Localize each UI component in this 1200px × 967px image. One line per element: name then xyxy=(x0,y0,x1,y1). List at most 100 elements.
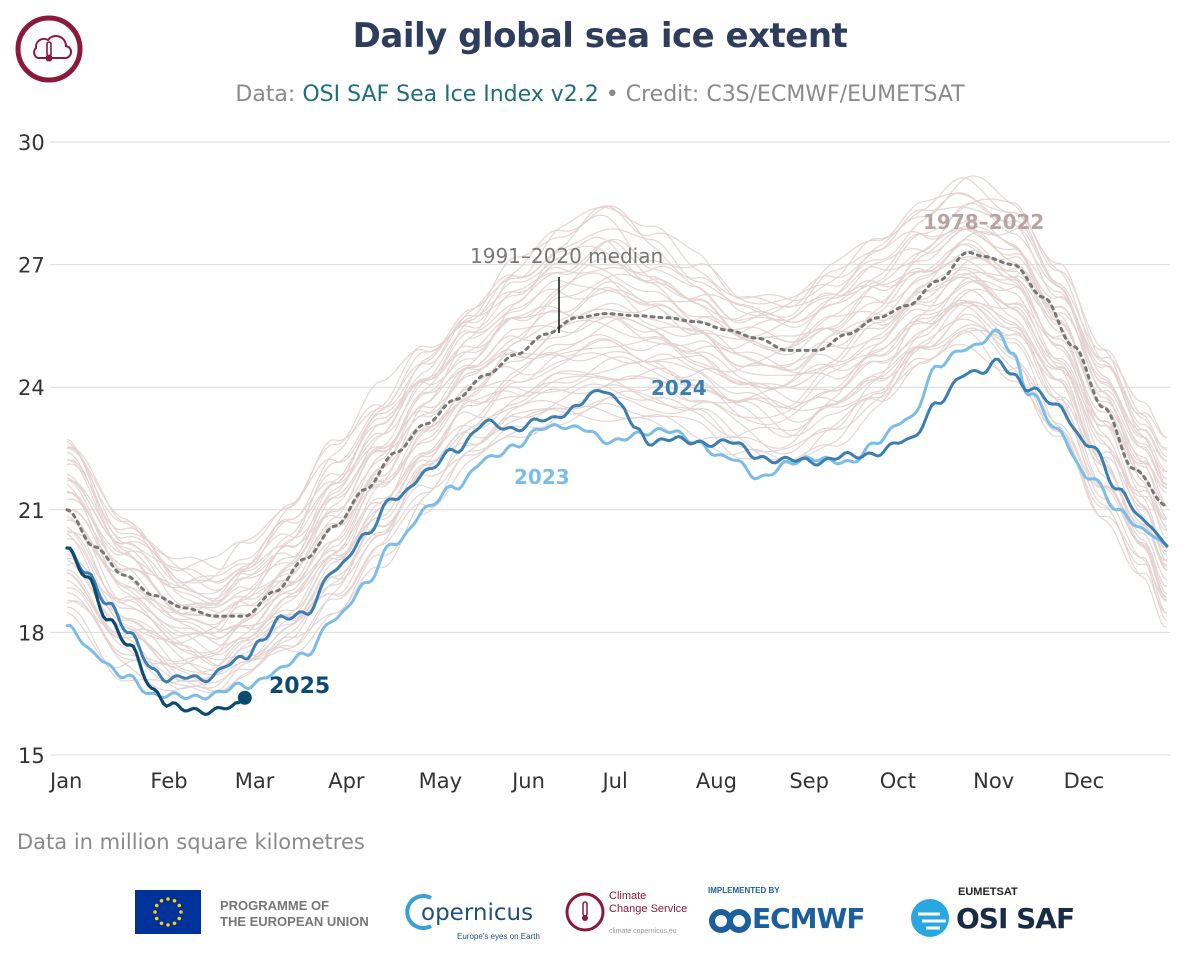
x-tick-label-jan: Jan xyxy=(48,769,82,793)
envelope-line xyxy=(66,239,1168,606)
envelope-line xyxy=(66,192,1168,584)
envelope-line xyxy=(66,327,1168,694)
x-tick-label-may: May xyxy=(419,769,462,793)
osi-saf-logo: EUMETSAT OSI SAF xyxy=(908,886,1078,946)
envelope-line xyxy=(66,299,1168,637)
chart-subtitle: Data: OSI SAF Sea Ice Index v2.2 • Credi… xyxy=(0,82,1200,107)
ecmwf-logo: IMPLEMENTED BY ECMWF xyxy=(708,886,888,946)
envelope-1978-2022 xyxy=(66,175,1168,694)
y-tick-label-18: 18 xyxy=(18,621,45,645)
x-axis: Jan Feb Mar Apr May Jun Jul Aug Sep Oct Nov Dec xyxy=(48,769,1104,793)
y-tick-label-15: 15 xyxy=(18,744,45,768)
copernicus-logo: opernicus Europe's eyes on Earth xyxy=(405,888,540,942)
ecmwf-wave-icon xyxy=(709,909,751,933)
envelope-line xyxy=(67,227,1168,635)
median-line xyxy=(65,250,1169,618)
eu-star xyxy=(153,910,157,914)
osi-saf-globe-icon xyxy=(911,899,949,937)
x-tick-label-nov: Nov xyxy=(973,769,1014,793)
label-2023: 2023 xyxy=(514,465,570,489)
envelope-line xyxy=(66,255,1168,589)
eu-star xyxy=(154,903,159,908)
y-tick-label-30: 30 xyxy=(18,131,45,155)
envelope-line xyxy=(66,206,1168,613)
partner-logos: PROGRAMME OF THE EUROPEAN UNION opernicu… xyxy=(0,880,1200,950)
envelope-line xyxy=(66,313,1168,676)
envelope-line xyxy=(66,276,1168,668)
envelope-line xyxy=(66,257,1168,602)
eu-star xyxy=(172,898,177,903)
envelope-line xyxy=(66,205,1168,605)
eu-line1: PROGRAMME OF xyxy=(220,898,330,913)
subtitle-credit: • Credit: C3S/ECMWF/EUMETSAT xyxy=(598,82,965,107)
sea-ice-chart: 15 18 21 24 27 30 Jan Feb Mar Apr May Jun Jul Aug Sep… xyxy=(18,131,1170,793)
envelope-line xyxy=(66,214,1168,584)
envelope-line xyxy=(66,225,1168,639)
eu-star xyxy=(159,921,164,926)
envelope-line xyxy=(66,249,1168,656)
line-2025 xyxy=(65,546,247,717)
copernicus-tagline: Europe's eyes on Earth xyxy=(457,932,540,941)
x-tick-label-aug: Aug xyxy=(696,769,737,793)
line-2025-endpoint xyxy=(237,690,252,705)
x-tick-label-mar: Mar xyxy=(235,769,275,793)
grid xyxy=(50,141,1170,756)
x-tick-label-dec: Dec xyxy=(1064,769,1105,793)
series-lines xyxy=(65,250,1169,717)
c3s-logo-icon xyxy=(15,15,83,83)
eu-star xyxy=(166,897,170,901)
line-2023 xyxy=(65,328,1169,701)
eu-line2: THE EUROPEAN UNION xyxy=(220,914,369,929)
eu-star xyxy=(159,898,164,903)
eu-programme-text: PROGRAMME OF THE EUROPEAN UNION xyxy=(220,898,369,930)
ecmwf-implemented-by: IMPLEMENTED BY xyxy=(708,886,780,895)
envelope-line xyxy=(66,243,1168,658)
x-tick-label-jul: Jul xyxy=(600,769,627,793)
eu-star xyxy=(177,903,182,908)
ccs-line1: Climate xyxy=(609,890,647,902)
envelope-line xyxy=(66,301,1168,684)
eu-star xyxy=(177,916,182,921)
eu-flag-icon xyxy=(135,890,201,934)
eu-star xyxy=(166,923,170,927)
subtitle-prefix: Data: xyxy=(235,82,303,107)
envelope-line xyxy=(66,343,1168,690)
ccs-url: climate.copernicus.eu xyxy=(609,928,677,935)
median-label: 1991–2020 median xyxy=(470,244,663,268)
eu-star xyxy=(179,910,183,914)
osi-saf-name: OSI SAF xyxy=(956,902,1075,935)
climate-change-service-logo: Climate Change Service climate.copernicu… xyxy=(565,888,695,942)
eu-star xyxy=(154,916,159,921)
envelope-line xyxy=(66,324,1168,667)
envelope-line xyxy=(66,300,1168,646)
x-tick-label-feb: Feb xyxy=(150,769,187,793)
envelope-line xyxy=(66,228,1168,619)
label-2024: 2024 xyxy=(651,376,707,400)
eumetsat-name: EUMETSAT xyxy=(958,886,1018,898)
label-2025: 2025 xyxy=(269,674,330,699)
x-tick-label-apr: Apr xyxy=(328,769,365,793)
envelope-line xyxy=(66,329,1168,693)
y-tick-label-27: 27 xyxy=(18,254,45,278)
envelope-line xyxy=(66,227,1168,572)
eu-star xyxy=(172,921,177,926)
y-tick-label-24: 24 xyxy=(18,376,45,400)
ccs-line2: Change Service xyxy=(609,903,688,915)
x-tick-label-jun: Jun xyxy=(510,769,545,793)
x-tick-label-sep: Sep xyxy=(789,769,829,793)
envelope-line xyxy=(66,304,1168,694)
envelope-line xyxy=(66,269,1168,673)
ccs-thermometer-icon xyxy=(565,892,605,932)
x-tick-label-oct: Oct xyxy=(880,769,916,793)
envelope-line xyxy=(66,175,1168,592)
envelope-line xyxy=(66,231,1168,584)
ecmwf-name: ECMWF xyxy=(752,902,866,935)
line-2024 xyxy=(65,357,1169,684)
envelope-line xyxy=(66,271,1168,614)
envelope-line xyxy=(66,236,1168,614)
data-source-link[interactable]: OSI SAF Sea Ice Index v2.2 xyxy=(302,82,599,107)
copernicus-c-icon xyxy=(405,894,432,930)
envelope-line xyxy=(66,288,1168,672)
units-note: Data in million square kilometres xyxy=(17,830,365,854)
envelope-line xyxy=(66,198,1168,570)
